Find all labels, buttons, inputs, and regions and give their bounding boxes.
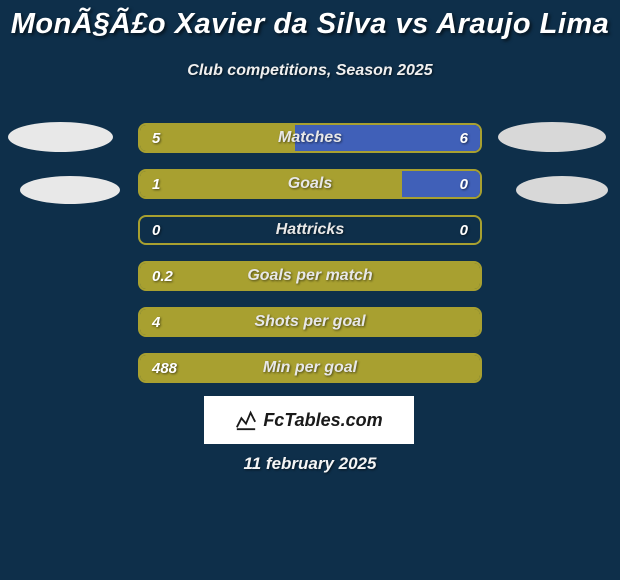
stat-row: Hattricks0 0 [138,215,482,245]
branding-text: FcTables.com [263,410,382,431]
player-right-photo-placeholder [498,122,606,152]
stat-fill-left [140,125,295,151]
stat-value-left: 0 [152,217,160,243]
page-title: MonÃ§Ã£o Xavier da Silva vs Araujo Lima [0,8,620,41]
stat-fill-left [140,171,402,197]
stat-row: Goals10 [138,169,482,199]
player-left-logo-placeholder [20,176,120,204]
stat-fill-right [295,125,480,151]
stat-fill-right [402,171,480,197]
stat-row: Min per goal488 [138,353,482,383]
stat-row: Goals per match0.2 [138,261,482,291]
subtitle: Club competitions, Season 2025 [0,62,620,80]
branding-badge: FcTables.com [204,396,414,444]
stat-label: Hattricks [140,217,480,243]
stat-fill-left [140,263,480,289]
player-left-photo-placeholder [8,122,113,152]
comparison-infographic: MonÃ§Ã£o Xavier da Silva vs Araujo Lima … [0,0,620,580]
stat-fill-left [140,309,480,335]
stat-row: Matches56 [138,123,482,153]
stat-fill-left [140,355,480,381]
stat-row: Shots per goal4 [138,307,482,337]
date-text: 11 february 2025 [0,454,620,474]
stat-value-right: 0 [460,217,468,243]
player-right-logo-placeholder [516,176,608,204]
chart-icon [235,409,257,431]
